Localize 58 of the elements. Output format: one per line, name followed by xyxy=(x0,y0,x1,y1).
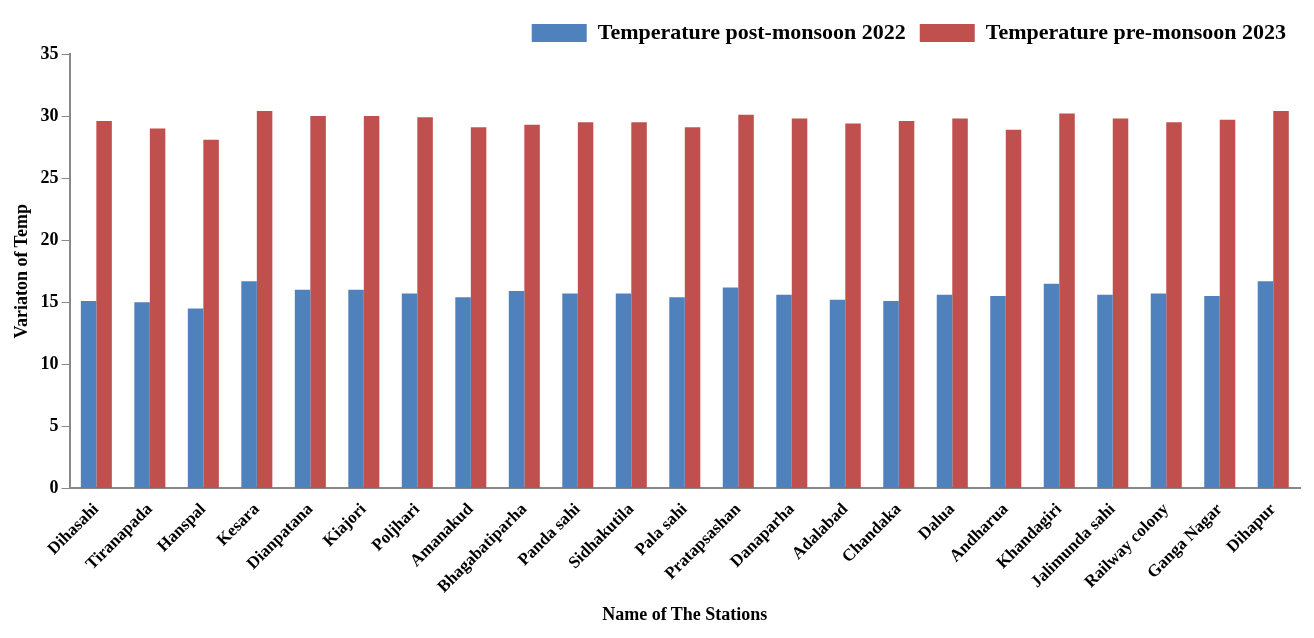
bar xyxy=(203,139,219,488)
bar xyxy=(776,294,792,488)
bar xyxy=(738,114,754,488)
bar xyxy=(149,128,166,488)
bar xyxy=(631,122,647,488)
bar xyxy=(684,127,701,488)
bar xyxy=(294,289,311,488)
bar xyxy=(722,287,739,488)
bar xyxy=(187,308,204,488)
bar xyxy=(562,293,578,488)
bar xyxy=(669,297,685,488)
bar xyxy=(310,116,326,488)
y-tick-label: 5 xyxy=(49,415,59,436)
bar xyxy=(1204,296,1220,488)
bar xyxy=(1219,119,1236,488)
bar xyxy=(1273,111,1289,488)
y-tick-label: 15 xyxy=(40,290,59,311)
y-tick-label: 30 xyxy=(40,104,59,125)
bar xyxy=(1150,293,1167,488)
bar xyxy=(241,281,257,488)
legend-label: Temperature post-monsoon 2022 xyxy=(597,18,906,44)
bar xyxy=(470,127,487,488)
y-tick-label: 0 xyxy=(49,477,59,498)
bar xyxy=(1112,118,1129,488)
bar xyxy=(80,301,97,488)
y-tick-label: 10 xyxy=(40,353,59,373)
bar xyxy=(1166,122,1182,488)
bar xyxy=(1043,283,1060,488)
bar xyxy=(455,297,471,488)
bar xyxy=(508,291,525,488)
bar xyxy=(990,296,1006,488)
legend-label: Temperature pre-monsoon 2023 xyxy=(985,18,1287,44)
bar xyxy=(936,294,953,488)
bar xyxy=(898,121,915,488)
bar xyxy=(348,289,364,488)
bar xyxy=(845,123,861,488)
bar xyxy=(1257,281,1274,488)
y-tick-label: 20 xyxy=(40,228,59,249)
bar xyxy=(417,117,433,488)
bar xyxy=(577,122,594,488)
bar xyxy=(952,118,968,488)
x-axis-title: Name of The Stations xyxy=(602,603,768,624)
y-axis-title: Variaton of Temp xyxy=(11,204,32,339)
bar xyxy=(829,299,846,488)
bar xyxy=(256,111,273,488)
bar xyxy=(134,302,150,488)
bar xyxy=(1097,294,1113,488)
y-tick-label: 25 xyxy=(40,166,59,187)
bar xyxy=(883,301,899,488)
bar xyxy=(1005,129,1022,488)
bar xyxy=(363,116,380,488)
bar xyxy=(96,121,112,488)
bar xyxy=(615,293,632,488)
bar xyxy=(401,293,418,488)
bar xyxy=(524,124,540,488)
y-tick-label: 35 xyxy=(40,42,59,63)
bar xyxy=(791,118,808,488)
bar xyxy=(1059,113,1075,488)
